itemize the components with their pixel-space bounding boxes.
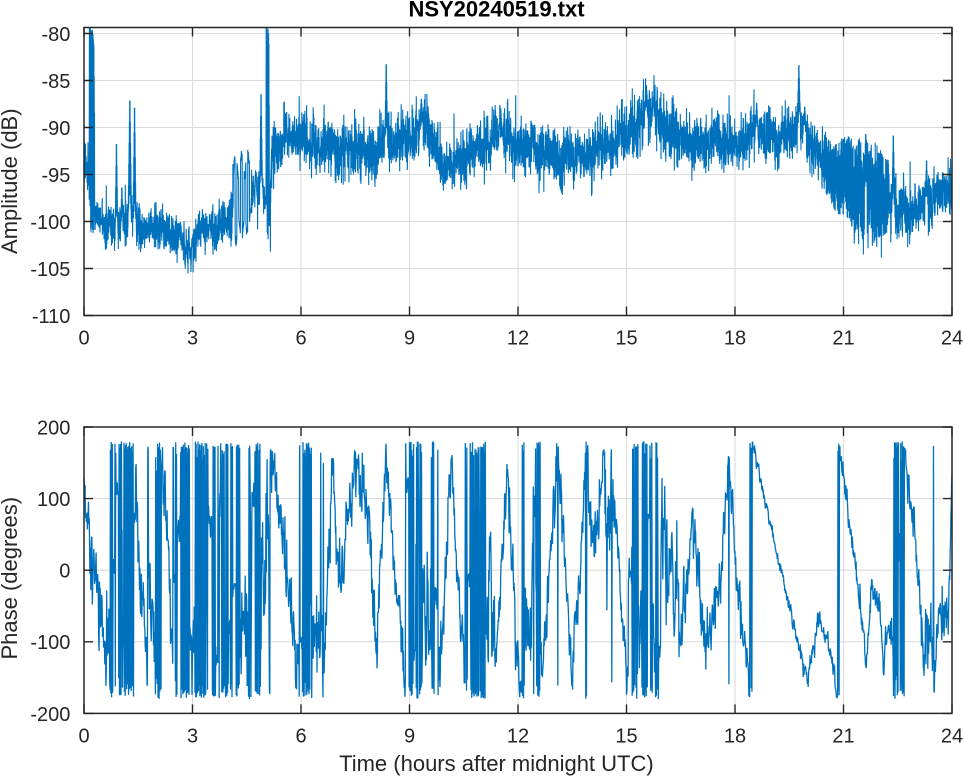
svg-text:12: 12: [507, 327, 529, 349]
svg-text:3: 3: [187, 327, 198, 349]
svg-text:0: 0: [78, 725, 89, 747]
svg-text:-200: -200: [30, 704, 70, 726]
svg-text:-110: -110: [32, 306, 71, 328]
svg-text:24: 24: [941, 725, 963, 747]
svg-text:18: 18: [724, 725, 746, 747]
svg-text:3: 3: [187, 725, 198, 747]
svg-text:-90: -90: [41, 118, 70, 140]
svg-text:Time (hours after midnight UTC: Time (hours after midnight UTC): [339, 751, 654, 776]
svg-text:0: 0: [59, 561, 70, 583]
svg-text:24: 24: [941, 327, 963, 349]
svg-text:100: 100: [37, 489, 70, 511]
svg-text:9: 9: [404, 327, 415, 349]
svg-text:21: 21: [832, 725, 854, 747]
svg-text:12: 12: [507, 725, 529, 747]
svg-text:-100: -100: [30, 632, 70, 654]
svg-text:6: 6: [295, 327, 306, 349]
svg-text:Amplitude (dB): Amplitude (dB): [0, 108, 22, 254]
svg-text:-80: -80: [41, 24, 70, 46]
svg-text:Phase (degrees): Phase (degrees): [0, 497, 22, 660]
svg-text:-95: -95: [41, 165, 70, 187]
svg-text:-100: -100: [30, 212, 70, 234]
svg-text:15: 15: [615, 327, 637, 349]
svg-text:200: 200: [37, 417, 70, 439]
svg-text:0: 0: [78, 327, 89, 349]
svg-text:NSY20240519.txt: NSY20240519.txt: [408, 0, 585, 22]
svg-text:6: 6: [295, 725, 306, 747]
svg-text:-85: -85: [41, 71, 70, 93]
svg-text:18: 18: [724, 327, 746, 349]
svg-text:9: 9: [404, 725, 415, 747]
svg-text:15: 15: [615, 725, 637, 747]
svg-text:21: 21: [832, 327, 854, 349]
svg-text:-105: -105: [30, 259, 70, 281]
